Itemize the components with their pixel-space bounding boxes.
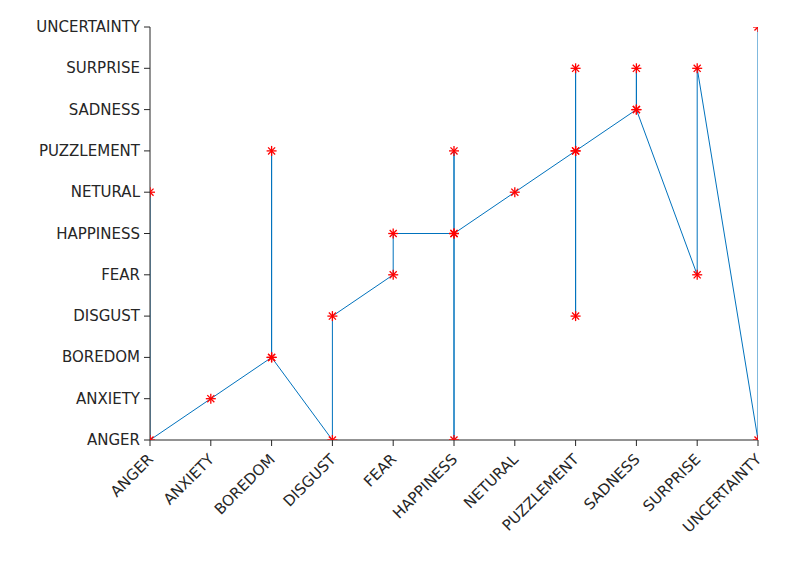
svg-text:PUZZLEMENT: PUZZLEMENT xyxy=(499,450,584,535)
svg-text:FEAR: FEAR xyxy=(360,450,400,490)
svg-text:ANGER: ANGER xyxy=(87,431,140,449)
svg-text:SADNESS: SADNESS xyxy=(580,450,643,513)
svg-text:NETURAL: NETURAL xyxy=(460,450,522,512)
svg-text:DISGUST: DISGUST xyxy=(73,307,141,325)
svg-text:ANXIETY: ANXIETY xyxy=(160,450,219,509)
svg-text:UNCERTAINTY: UNCERTAINTY xyxy=(679,450,766,537)
svg-text:UNCERTAINTY: UNCERTAINTY xyxy=(36,18,141,36)
svg-text:NETURAL: NETURAL xyxy=(71,183,141,201)
svg-text:PUZZLEMENT: PUZZLEMENT xyxy=(39,142,141,160)
svg-text:ANXIETY: ANXIETY xyxy=(76,390,141,408)
svg-text:SURPRISE: SURPRISE xyxy=(66,59,140,77)
svg-text:BOREDOM: BOREDOM xyxy=(62,348,140,366)
svg-text:DISGUST: DISGUST xyxy=(280,450,341,511)
svg-text:BOREDOM: BOREDOM xyxy=(211,450,279,518)
svg-text:ANGER: ANGER xyxy=(107,450,157,500)
svg-text:SURPRISE: SURPRISE xyxy=(639,450,704,515)
svg-text:HAPPINESS: HAPPINESS xyxy=(56,225,140,243)
svg-text:SADNESS: SADNESS xyxy=(69,101,140,119)
svg-text:HAPPINESS: HAPPINESS xyxy=(389,450,461,522)
svg-text:FEAR: FEAR xyxy=(101,266,140,284)
